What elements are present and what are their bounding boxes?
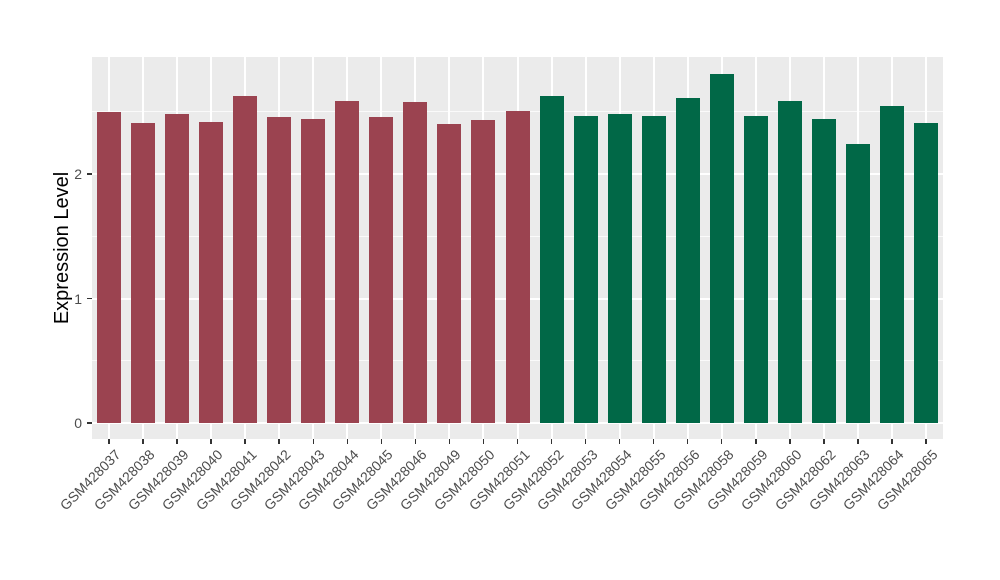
x-tick-mark [414, 439, 417, 444]
x-tick-mark [857, 439, 859, 444]
bar-GSM428038 [131, 122, 156, 423]
y-tick-mark [87, 173, 92, 175]
bar-GSM428051 [505, 110, 530, 423]
x-tick-mark [584, 439, 587, 444]
bar-GSM428049 [437, 124, 462, 423]
x-tick-mark [176, 439, 178, 444]
y-tick-mark [87, 297, 92, 300]
y-tick-label: 2 [74, 166, 82, 183]
bar-GSM428059 [743, 115, 768, 423]
x-tick-mark [516, 439, 519, 444]
x-tick-mark [244, 439, 246, 444]
y-tick-label: 0 [74, 415, 82, 431]
bar-GSM428041 [233, 95, 258, 423]
bar-GSM428062 [811, 119, 836, 423]
x-tick-mark [346, 439, 349, 444]
bar-GSM428056 [675, 98, 700, 423]
x-tick-mark [755, 439, 757, 444]
bar-GSM428050 [471, 120, 496, 423]
x-tick-mark [278, 439, 280, 444]
bar-GSM428065 [913, 122, 938, 423]
x-tick-mark [312, 439, 314, 444]
y-axis-title: Expression Level [51, 171, 73, 325]
bar-GSM428043 [301, 119, 326, 423]
bar-GSM428055 [641, 115, 666, 423]
x-tick-mark [550, 439, 553, 444]
bar-GSM428058 [709, 74, 734, 423]
bar-GSM428046 [403, 101, 428, 423]
bar-GSM428060 [777, 100, 802, 423]
bar-GSM428063 [845, 144, 870, 423]
x-tick-mark [823, 439, 825, 444]
x-tick-mark [380, 439, 383, 444]
x-tick-mark [925, 439, 927, 444]
bar-GSM428053 [573, 115, 598, 423]
bar-GSM428054 [607, 114, 632, 423]
bar-GSM428039 [165, 114, 190, 423]
x-tick-mark [720, 439, 723, 444]
bar-GSM428064 [879, 105, 904, 423]
x-tick-mark [482, 439, 485, 444]
x-tick-mark [448, 439, 451, 444]
x-tick-mark [618, 439, 621, 444]
x-tick-mark [789, 439, 791, 444]
bar-GSM428045 [369, 116, 394, 423]
x-tick-mark [142, 439, 144, 444]
y-tick-label: 1 [74, 290, 82, 307]
bar-GSM428040 [199, 121, 224, 423]
plot-panel [92, 57, 943, 439]
bar-GSM428052 [539, 95, 564, 423]
x-tick-mark [891, 439, 893, 444]
bar-GSM428037 [97, 111, 122, 423]
x-tick-mark [210, 439, 212, 444]
bar-GSM428044 [335, 100, 360, 423]
x-tick-mark [652, 439, 655, 444]
bar-GSM428042 [267, 116, 292, 423]
x-tick-mark [108, 439, 110, 444]
x-tick-mark [686, 439, 689, 444]
y-tick-mark [87, 422, 92, 424]
